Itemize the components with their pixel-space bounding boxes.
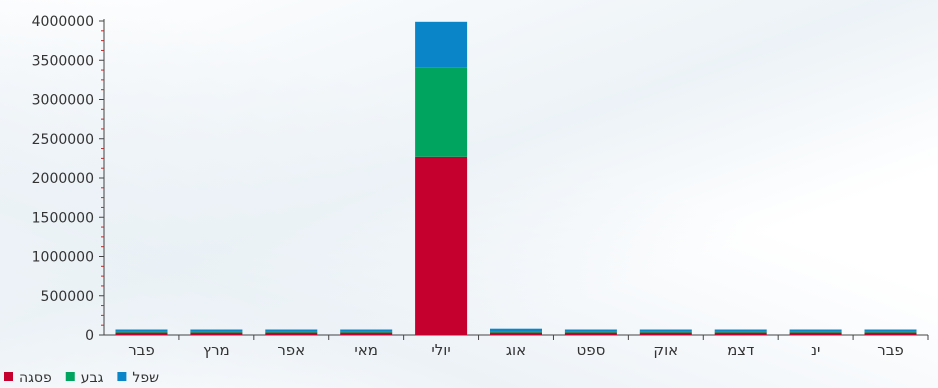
bar-segment <box>564 329 617 332</box>
bar-segment <box>564 332 617 335</box>
legend-label: פסגה <box>19 370 52 386</box>
bar-segment <box>639 329 692 332</box>
y-tick-label: 500000 <box>41 289 94 305</box>
x-tick-label: ספט <box>576 341 605 359</box>
bar-segment <box>639 332 692 335</box>
legend-swatch <box>117 372 127 381</box>
bars <box>115 21 917 335</box>
legend: פסגה גבע שפל <box>4 370 159 386</box>
bar-segment <box>789 329 842 332</box>
bar-segment <box>115 331 168 333</box>
x-tick-label: אפר <box>277 341 305 359</box>
y-tick-label: 3500000 <box>32 53 94 69</box>
legend-item: שפל <box>117 370 159 386</box>
bar-segment <box>789 332 842 335</box>
x-tick-label: דצמ <box>727 341 754 359</box>
x-tick-label: יולי <box>431 341 450 359</box>
y-axis-ticks: 0 500000 1000000 1500000 2000000 2500000 30000… <box>32 14 104 344</box>
y-tick-label: 3000000 <box>32 93 94 109</box>
legend-label: גבע <box>81 370 104 386</box>
bar-segment <box>190 331 243 333</box>
x-tick-label: אוק <box>653 341 678 359</box>
y-tick-label: 2000000 <box>32 171 94 187</box>
x-tick-label: אוג <box>506 341 526 359</box>
bar-segment <box>714 332 767 335</box>
x-tick-label: מרץ <box>203 341 230 359</box>
bar-segment <box>265 331 318 333</box>
x-tick-label: פבר <box>877 341 904 359</box>
bar-segment <box>789 331 842 333</box>
bar-segment <box>639 331 692 333</box>
x-tick-label: פבר <box>128 341 155 359</box>
bar-segment <box>415 156 468 335</box>
bar-segment <box>864 332 917 335</box>
bar-segment <box>564 331 617 333</box>
bar-segment <box>190 329 243 332</box>
bar-segment <box>864 329 917 332</box>
bar-segment <box>490 328 542 332</box>
bar-segment <box>115 329 168 332</box>
bar-segment <box>340 331 393 333</box>
bar-segment <box>415 21 468 68</box>
bar-segment <box>190 332 243 335</box>
y-tick-label: 2500000 <box>32 132 94 148</box>
bar-segment <box>340 332 393 335</box>
bar-segment <box>490 331 542 333</box>
bar-segment <box>714 329 767 332</box>
bar-segment <box>415 67 468 157</box>
legend-label: שפל <box>132 370 159 386</box>
bar-segment <box>115 332 168 335</box>
y-tick-label: 1500000 <box>32 210 94 226</box>
bar-segment <box>864 331 917 333</box>
y-tick-label: 0 <box>85 328 94 344</box>
bar-segment <box>490 332 542 335</box>
y-tick-label: 1000000 <box>32 250 94 266</box>
x-tick-label: מאי <box>354 341 378 359</box>
legend-item: גבע <box>65 370 104 386</box>
x-tick-label: ינ <box>811 341 820 359</box>
bar-segment <box>265 332 318 335</box>
axes <box>103 19 928 336</box>
y-tick-label: 4000000 <box>32 14 94 30</box>
bar-segment <box>265 329 318 332</box>
legend-item: פסגה <box>4 370 52 386</box>
legend-swatch <box>4 372 13 381</box>
bar-segment <box>340 329 393 332</box>
x-axis-labels: פבר מרץ אפר מאי יולי אוג ספט אוק דצמ ינ פבר <box>128 335 929 359</box>
bar-segment <box>714 331 767 333</box>
legend-swatch <box>65 372 75 381</box>
